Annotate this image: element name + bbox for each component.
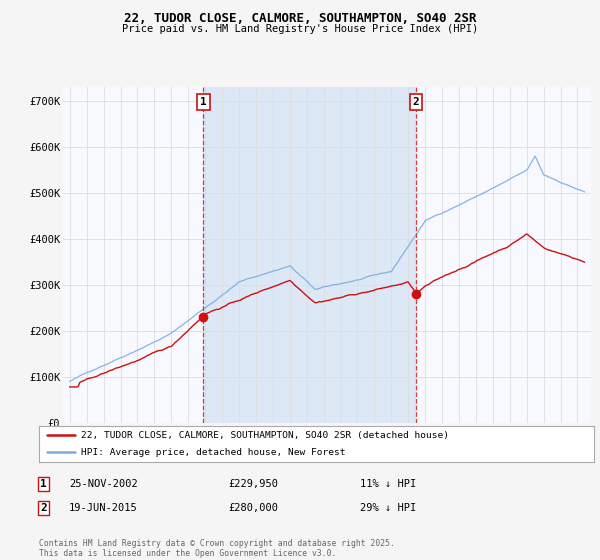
Text: 2: 2: [413, 97, 419, 107]
Text: 25-NOV-2002: 25-NOV-2002: [69, 479, 138, 489]
Text: 29% ↓ HPI: 29% ↓ HPI: [360, 503, 416, 513]
Text: 19-JUN-2015: 19-JUN-2015: [69, 503, 138, 513]
Text: 1: 1: [200, 97, 207, 107]
Text: HPI: Average price, detached house, New Forest: HPI: Average price, detached house, New …: [80, 447, 345, 456]
Text: 22, TUDOR CLOSE, CALMORE, SOUTHAMPTON, SO40 2SR: 22, TUDOR CLOSE, CALMORE, SOUTHAMPTON, S…: [124, 12, 476, 25]
Text: 11% ↓ HPI: 11% ↓ HPI: [360, 479, 416, 489]
Text: 1: 1: [40, 479, 47, 489]
Bar: [203, 87, 416, 423]
Text: £280,000: £280,000: [228, 503, 278, 513]
Text: Contains HM Land Registry data © Crown copyright and database right 2025.
This d: Contains HM Land Registry data © Crown c…: [39, 539, 395, 558]
Text: 22, TUDOR CLOSE, CALMORE, SOUTHAMPTON, SO40 2SR (detached house): 22, TUDOR CLOSE, CALMORE, SOUTHAMPTON, S…: [80, 431, 449, 440]
Text: 2: 2: [40, 503, 47, 513]
Text: £229,950: £229,950: [228, 479, 278, 489]
Text: Price paid vs. HM Land Registry's House Price Index (HPI): Price paid vs. HM Land Registry's House …: [122, 24, 478, 34]
